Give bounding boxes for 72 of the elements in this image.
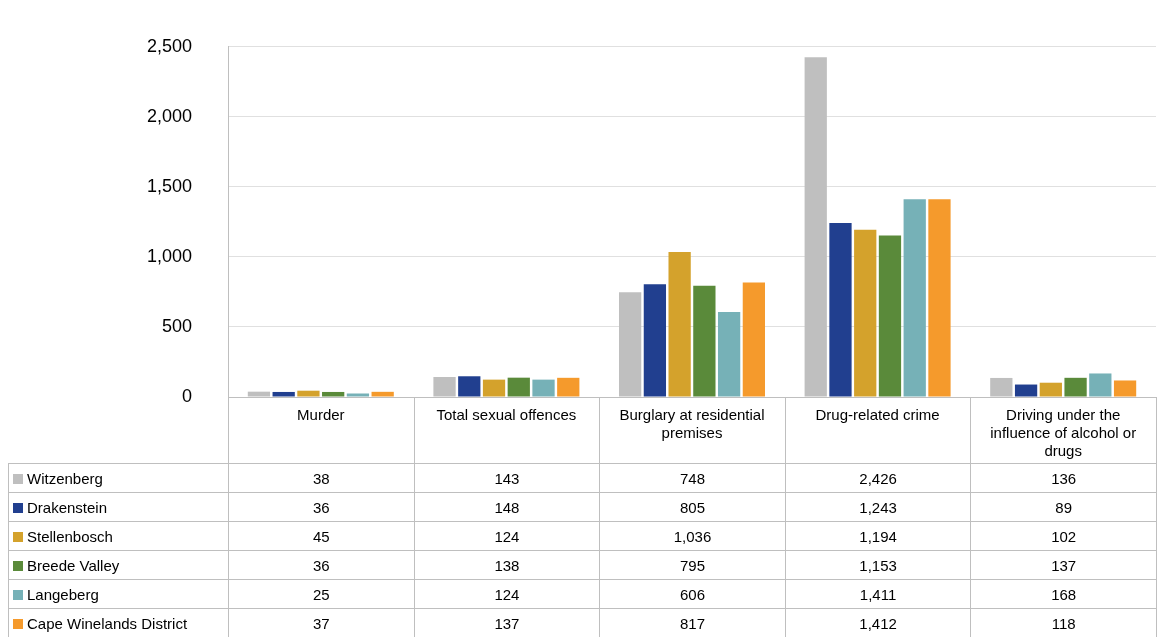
bar	[557, 377, 580, 397]
data-label: 102	[970, 521, 1157, 551]
bar	[878, 235, 902, 397]
bar	[482, 379, 506, 397]
x-tick-label: Murder	[297, 406, 345, 424]
bar	[693, 285, 716, 397]
data-label: 148	[414, 492, 600, 522]
bar	[1113, 380, 1137, 397]
bar	[643, 284, 667, 397]
legend-label: Cape Winelands District	[8, 608, 229, 637]
bar	[829, 222, 852, 397]
data-label: 118	[970, 608, 1157, 637]
data-label: 36	[228, 550, 415, 580]
bar	[458, 376, 481, 397]
data-label: 45	[228, 521, 415, 551]
data-label: 137	[414, 608, 600, 637]
bar	[1089, 373, 1112, 397]
y-tick-label: 1,500	[146, 175, 192, 196]
data-label: 143	[414, 463, 600, 493]
bar	[928, 199, 951, 397]
y-tick-label: 1,000	[146, 245, 192, 266]
data-label: 124	[414, 579, 600, 609]
bar	[532, 379, 555, 397]
bar	[1014, 384, 1038, 397]
y-tick-label: 2,500	[146, 35, 192, 56]
bar	[1039, 382, 1062, 397]
data-label: 124	[414, 521, 600, 551]
bar	[854, 229, 877, 397]
data-label: 1,412	[785, 608, 971, 637]
data-label: 136	[970, 463, 1157, 493]
data-label: 37	[228, 608, 415, 637]
x-tick-label: Total sexual offences	[436, 406, 577, 424]
data-label: 1,243	[785, 492, 971, 522]
data-label: 89	[970, 492, 1157, 522]
data-label: 138	[414, 550, 600, 580]
data-label: 36	[228, 492, 415, 522]
bar	[507, 377, 530, 397]
data-label: 1,153	[785, 550, 971, 580]
bar	[371, 391, 394, 397]
legend-label: Langeberg	[8, 579, 229, 609]
x-tick-label: Driving under the influence of alcohol or drugs	[990, 406, 1137, 460]
y-tick-label: 2,000	[146, 105, 192, 126]
bar	[903, 199, 926, 397]
data-label: 38	[228, 463, 415, 493]
data-label: 748	[599, 463, 786, 493]
data-label: 1,411	[785, 579, 971, 609]
bar	[668, 251, 691, 397]
data-label: 1,036	[599, 521, 786, 551]
bar	[717, 312, 741, 397]
data-label: 25	[228, 579, 415, 609]
y-tick-label: 0	[181, 385, 192, 406]
legend-label: Drakenstein	[8, 492, 229, 522]
data-label: 606	[599, 579, 786, 609]
data-label: 817	[599, 608, 786, 637]
bar	[322, 391, 345, 397]
data-label: 805	[599, 492, 786, 522]
data-label: 168	[970, 579, 1157, 609]
bar	[742, 282, 765, 397]
legend-label: Stellenbosch	[8, 521, 229, 551]
data-label: 795	[599, 550, 786, 580]
x-tick-label: Burglary at residential premises	[619, 406, 765, 442]
bar	[297, 390, 320, 397]
bar	[346, 393, 370, 397]
data-label: 137	[970, 550, 1157, 580]
legend-label: Breede Valley	[8, 550, 229, 580]
legend-label: Witzenberg	[8, 463, 229, 493]
bar	[1064, 377, 1087, 397]
data-label: 2,426	[785, 463, 971, 493]
y-tick-label: 500	[161, 315, 192, 336]
x-tick-label: Drug-related crime	[815, 406, 940, 424]
data-label: 1,194	[785, 521, 971, 551]
bar	[272, 391, 295, 397]
